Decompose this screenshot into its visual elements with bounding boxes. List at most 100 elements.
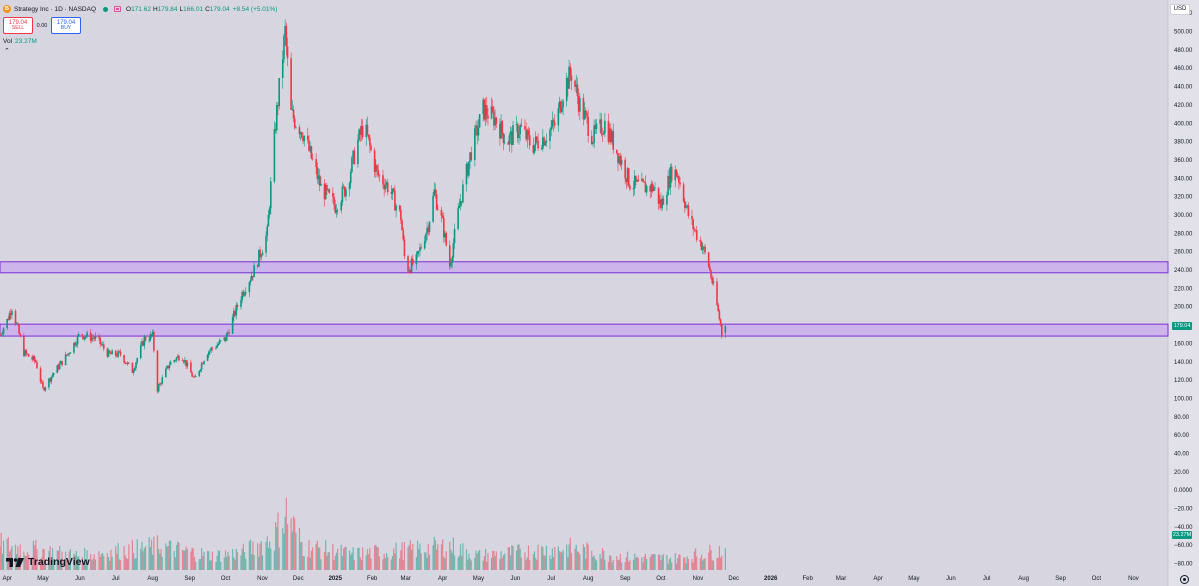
volume-bar [687,559,689,570]
volume-bar [345,546,347,570]
volume-bar [190,551,192,570]
candle-body [123,355,125,363]
candle-body [395,205,397,211]
candle-body [440,209,443,216]
x-tick-label: Jun [511,576,521,582]
volume-bar [433,536,435,570]
volume-bar [533,551,536,570]
candle-body [303,135,306,142]
support-zone [0,323,1169,337]
volume-bar [609,555,611,570]
candle-body [68,353,70,355]
volume-bar [124,555,126,570]
candle-body [633,175,636,189]
volume-bar [133,552,135,570]
candle-body [249,280,252,283]
volume-bar [198,559,200,570]
x-tick-label: Feb [367,576,378,582]
chevron-up-icon[interactable]: ⌃ [4,48,10,55]
candle-body [602,133,605,135]
volume-bar [307,556,309,570]
candle-body [93,338,96,339]
candle-body [175,357,178,361]
volume-bar [511,545,513,570]
volume-bar [626,551,629,570]
volume-bar [201,548,203,570]
y-tick-label: 460.00 [1174,66,1193,72]
candle-body [118,351,121,352]
candle-body [191,372,193,377]
candle-body [551,120,554,127]
candle-body [720,324,723,336]
x-tick-label: 2025 [329,576,343,582]
volume-bar [127,558,129,570]
sell-price: 179.04 [8,19,28,26]
candle-body [334,204,337,213]
volume-bar [300,542,302,570]
volume-bar [85,562,87,570]
candle-body [150,334,153,336]
volume-bar [308,539,310,570]
candle-body [462,184,464,203]
candle-body [590,135,593,145]
volume-label[interactable]: Vol [3,38,13,45]
volume-bar [335,552,338,570]
volume-bar [217,550,219,570]
volume-bar [560,551,562,570]
candle-body [669,166,672,188]
volume-bar [31,557,33,570]
candle-body [674,169,677,181]
volume-bar [111,556,113,570]
settings-gear-icon[interactable] [1180,575,1189,584]
candle-body [644,182,647,193]
volume-bar [150,539,153,570]
volume-bar [592,556,594,570]
volume-bar [158,549,160,570]
volume-value: 23.27M [15,38,37,45]
volume-bar [668,559,670,570]
volume-bar [317,547,320,570]
candle-body [351,157,353,172]
volume-bar [160,549,162,570]
candle-body [134,368,136,371]
candle-body [298,127,301,135]
volume-bar [649,556,651,570]
candle-body [565,77,568,102]
candle-body [349,171,352,184]
volume-bar [407,547,409,570]
candle-body [717,304,720,312]
candle-body [662,198,665,205]
buy-button[interactable]: 179.04 BUY [51,17,81,34]
volume-bar [490,558,493,570]
candle-body [407,256,409,272]
candle-body [604,120,606,134]
volume-bar [418,549,420,570]
candle-body [8,312,11,320]
candle-body [318,175,321,186]
flag-icon[interactable] [114,6,121,12]
volume-bar [48,551,50,570]
x-tick-label: Sep [1055,576,1066,582]
volume-bar [544,555,546,570]
tradingview-logo[interactable]: TradingView [5,556,90,568]
sell-button[interactable]: 179.04 SELL [3,17,33,34]
candle-body [703,246,705,249]
candle-body [159,383,161,386]
candle-body [599,119,601,124]
candle-body [450,263,452,267]
symbol-title[interactable]: Strategy Inc · 1D · NASDAQ [14,5,96,13]
currency-button[interactable]: USD [1170,4,1190,15]
candle-body [286,46,289,59]
volume-bar [67,560,69,570]
candle-body [400,209,402,221]
candle-body [274,129,277,131]
symbol-header: B Strategy Inc · 1D · NASDAQ O 171.62 H 17… [3,3,277,15]
candle-body [265,235,267,253]
candle-body [83,337,86,340]
candle-body [42,381,44,388]
candle-body [207,351,210,355]
candle-body [493,111,495,126]
volume-bar [178,542,180,570]
candle-body [126,362,129,364]
